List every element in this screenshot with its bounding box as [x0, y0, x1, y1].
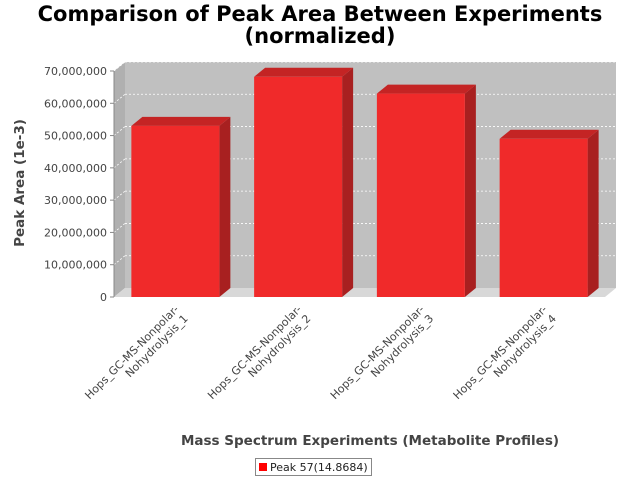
x-tick-label: Hops_GC-MS-Nonpolar-Nohydrolysis_1 — [82, 303, 190, 411]
legend-swatch — [259, 463, 267, 471]
x-tick-label: Hops_GC-MS-Nonpolar-Nohydrolysis_4 — [451, 303, 559, 411]
bar — [499, 129, 599, 297]
x-tick-label-line: Hops_GC-MS-Nonpolar- — [328, 303, 427, 402]
y-tick-label: 10,000,000 — [44, 259, 107, 272]
bar-front — [131, 125, 220, 297]
y-tick-label: 0 — [100, 291, 107, 304]
bar-side — [587, 129, 599, 297]
bar-front — [254, 76, 343, 297]
y-tick-label: 30,000,000 — [44, 194, 107, 207]
bar — [131, 116, 231, 297]
bar-front — [499, 138, 588, 297]
bar-side — [342, 67, 354, 297]
bar-side — [464, 84, 476, 297]
bar-top — [131, 116, 231, 126]
bar-front — [376, 93, 465, 297]
bar-top — [376, 84, 476, 94]
x-tick-label-line: Hops_GC-MS-Nonpolar- — [451, 303, 550, 402]
y-tick-label: 70,000,000 — [44, 65, 107, 78]
bars — [131, 67, 599, 297]
bar-top — [254, 67, 354, 77]
bar-side — [219, 116, 231, 297]
y-tick-label: 20,000,000 — [44, 226, 107, 239]
y-tick-label: 50,000,000 — [44, 130, 107, 143]
bar — [376, 84, 476, 297]
plot-area — [114, 62, 616, 297]
x-tick-label: Hops_GC-MS-Nonpolar-Nohydrolysis_2 — [205, 303, 313, 411]
bar — [254, 67, 354, 297]
bar-top — [499, 129, 599, 139]
y-tick-label: 40,000,000 — [44, 162, 107, 175]
y-axis: 0 10,000,000 20,000,000 30,000,000 40,000,00… — [44, 65, 115, 304]
x-tick-label-line: Hops_GC-MS-Nonpolar- — [205, 303, 304, 402]
y-axis-label: Peak Area (1e-3) — [12, 119, 28, 247]
x-tick-label-line: Hops_GC-MS-Nonpolar- — [82, 303, 181, 402]
x-axis-label: Mass Spectrum Experiments (Metabolite Pr… — [181, 433, 559, 449]
plot-back-wall — [125, 62, 616, 288]
x-axis-tick-labels: Hops_GC-MS-Nonpolar-Nohydrolysis_1 Hops_G… — [82, 303, 559, 411]
plot-left-wall — [114, 62, 125, 297]
legend-label: Peak 57(14.8684) — [270, 460, 368, 474]
chart-title-line-2: (normalized) — [245, 24, 396, 48]
legend: Peak 57(14.8684) — [255, 458, 372, 476]
chart-title-line-1: Comparison of Peak Area Between Experime… — [38, 2, 603, 26]
x-tick-label: Hops_GC-MS-Nonpolar-Nohydrolysis_3 — [328, 303, 436, 411]
plot-floor — [114, 288, 616, 297]
y-tick-label: 60,000,000 — [44, 97, 107, 110]
